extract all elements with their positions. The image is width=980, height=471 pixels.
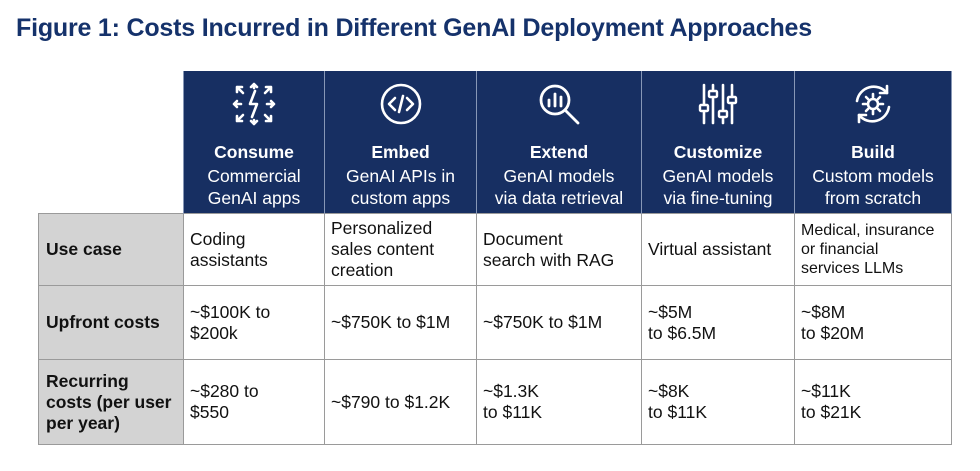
recurring-costs-row: Recurring costs (per user per year) ~$28… <box>38 359 952 445</box>
cell-recurring-extend: ~$1.3K to $11K <box>476 359 642 445</box>
approach-extend: Extend GenAI models via data retrieval <box>476 71 642 214</box>
approach-desc: GenAI models via fine-tuning <box>662 166 774 208</box>
costs-table: Consume Commercial GenAI apps <box>38 71 952 445</box>
approach-consume: Consume Commercial GenAI apps <box>183 71 325 214</box>
corner-cell <box>38 71 184 214</box>
cell-use-case-embed: Personalized sales content creation <box>324 213 477 286</box>
cell-upfront-build: ~$8M to $20M <box>794 285 952 360</box>
cell-upfront-embed: ~$750K to $1M <box>324 285 477 360</box>
approach-embed: Embed GenAI APIs in custom apps <box>324 71 477 214</box>
cell-upfront-customize: ~$5M to $6.5M <box>641 285 795 360</box>
cell-recurring-customize: ~$8K to $11K <box>641 359 795 445</box>
gear-cycle-icon <box>797 81 949 133</box>
upfront-costs-row: Upfront costs ~$100K to $200k ~$750K to … <box>38 285 952 360</box>
sliders-icon <box>644 81 792 133</box>
cell-use-case-consume: Coding assistants <box>183 213 325 286</box>
code-icon <box>327 81 474 133</box>
cell-recurring-build: ~$11K to $21K <box>794 359 952 445</box>
search-chart-icon <box>479 81 639 133</box>
cell-use-case-extend: Document search with RAG <box>476 213 642 286</box>
approach-desc: GenAI APIs in custom apps <box>346 166 455 208</box>
approach-name: Embed <box>371 142 430 162</box>
row-header-recurring-costs: Recurring costs (per user per year) <box>38 359 184 445</box>
approach-name: Customize <box>673 142 763 162</box>
use-case-row: Use case Coding assistants Personalized … <box>38 213 952 286</box>
cell-use-case-customize: Virtual assistant <box>641 213 795 286</box>
cell-recurring-embed: ~$790 to $1.2K <box>324 359 477 445</box>
approach-name: Extend <box>529 142 589 162</box>
row-header-upfront-costs: Upfront costs <box>38 285 184 360</box>
approach-name: Consume <box>214 142 294 162</box>
cell-upfront-consume: ~$100K to $200k <box>183 285 325 360</box>
approach-customize: Customize GenAI models via fine-tuning <box>641 71 795 214</box>
cell-recurring-consume: ~$280 to $550 <box>183 359 325 445</box>
figure-title: Figure 1: Costs Incurred in Different Ge… <box>16 14 812 42</box>
approach-desc: GenAI models via data retrieval <box>494 166 624 208</box>
approach-desc: Commercial GenAI apps <box>207 166 301 208</box>
approach-name: Build <box>851 142 895 162</box>
approach-desc: Custom models from scratch <box>812 166 934 208</box>
cell-upfront-extend: ~$750K to $1M <box>476 285 642 360</box>
cell-use-case-build: Medical, insurance or financial services… <box>794 213 952 286</box>
approach-header-row: Consume Commercial GenAI apps <box>38 71 952 214</box>
approach-build: Build Custom models from scratch <box>794 71 952 214</box>
row-header-use-case: Use case <box>38 213 184 286</box>
arrows-icon <box>186 81 322 133</box>
